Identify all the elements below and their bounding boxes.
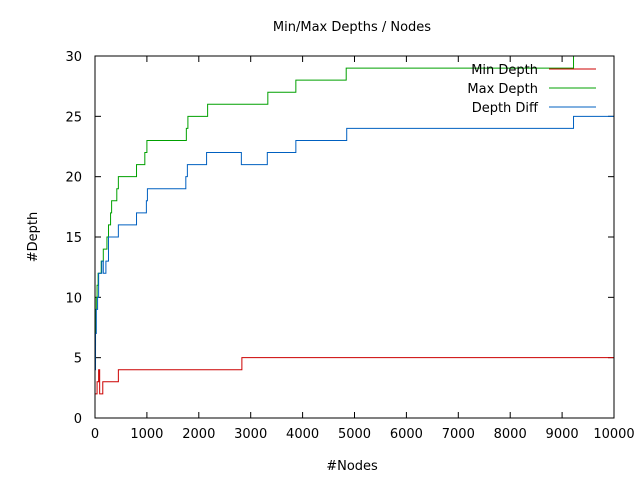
x-axis-label: #Nodes bbox=[326, 459, 378, 474]
y-tick-label: 30 bbox=[65, 50, 82, 65]
x-tick-label: 6000 bbox=[390, 427, 423, 442]
legend: Min Depth Max Depth Depth Diff bbox=[467, 63, 596, 116]
x-tick-label: 2000 bbox=[182, 427, 215, 442]
series-line bbox=[95, 115, 614, 371]
series-line bbox=[95, 55, 614, 347]
x-tick-label: 0 bbox=[91, 427, 99, 442]
axis-ticks: 0 1000 2000 3000 4000 5000 6000 7000 8000 9000 100… bbox=[65, 50, 634, 442]
y-axis-label: #Depth bbox=[26, 212, 41, 263]
x-tick-label: 3000 bbox=[234, 427, 267, 442]
x-tick-label: 5000 bbox=[338, 427, 371, 442]
legend-label: Depth Diff bbox=[472, 101, 539, 116]
x-tick-label: 10000 bbox=[593, 427, 634, 442]
series-layer bbox=[95, 55, 614, 395]
y-tick-label: 15 bbox=[65, 231, 82, 246]
y-tick-label: 20 bbox=[65, 171, 82, 186]
x-tick-label: 8000 bbox=[494, 427, 527, 442]
x-tick-label: 4000 bbox=[286, 427, 319, 442]
y-tick-label: 25 bbox=[65, 110, 82, 125]
chart-title: Min/Max Depths / Nodes bbox=[273, 20, 431, 35]
x-tick-label: 1000 bbox=[130, 427, 163, 442]
y-tick-label: 0 bbox=[74, 412, 82, 427]
x-tick-label: 9000 bbox=[546, 427, 579, 442]
plot-frame bbox=[94, 55, 615, 419]
y-tick-label: 5 bbox=[74, 352, 82, 367]
series-line bbox=[95, 357, 614, 395]
y-tick-label: 10 bbox=[65, 291, 82, 306]
legend-label: Max Depth bbox=[467, 82, 538, 97]
legend-label: Min Depth bbox=[471, 63, 538, 78]
x-tick-label: 7000 bbox=[442, 427, 475, 442]
